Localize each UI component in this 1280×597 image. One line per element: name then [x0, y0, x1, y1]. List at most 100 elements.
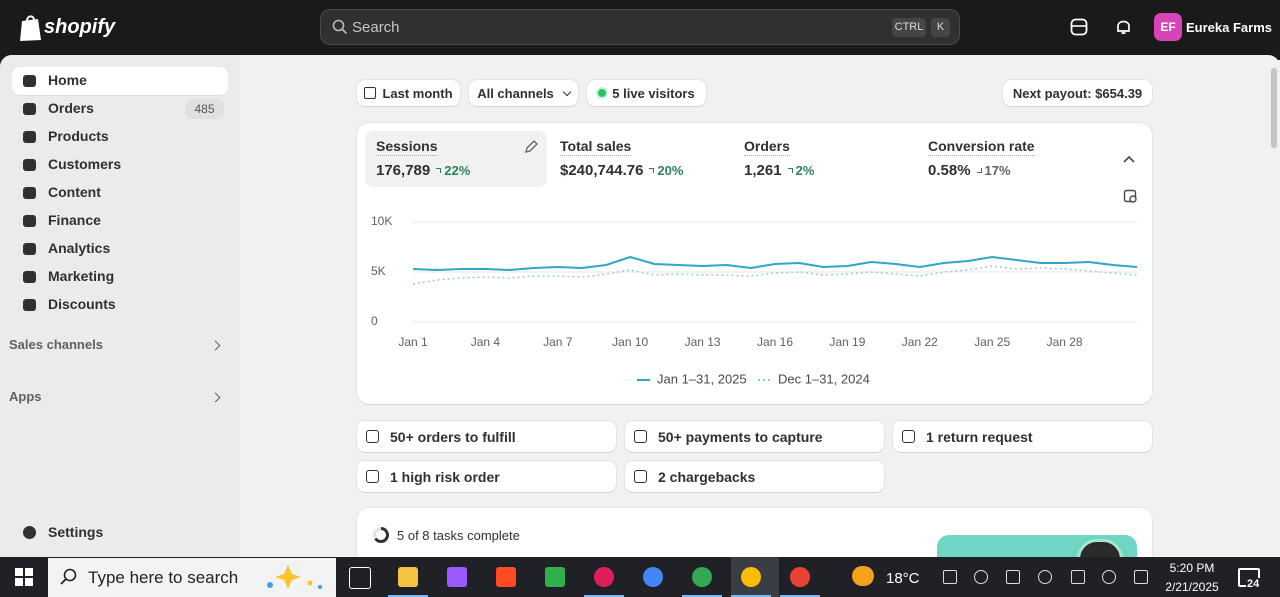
x-tick-label: Jan 16	[757, 335, 793, 349]
action-icon	[634, 430, 647, 443]
sidebar-section[interactable]: Apps	[9, 389, 42, 404]
taskbar-app[interactable]	[398, 567, 418, 587]
action-icon	[366, 430, 379, 443]
action-button[interactable]: 50+ orders to fulfill	[357, 421, 616, 452]
nav-item[interactable]: Products	[48, 128, 109, 144]
sessions-chart: 0 5K 10K Jan 1 Jan 4 Jan 7 Jan 10 Jan 13 Jan 16 J…	[371, 214, 1138, 386]
collapse-icon[interactable]	[1122, 153, 1136, 165]
search-highlight	[267, 565, 322, 589]
toolbar-button[interactable]: All channels	[469, 80, 578, 106]
tray-icon[interactable]	[943, 570, 957, 584]
action-button[interactable]: 1 return request	[893, 421, 1152, 452]
avatar[interactable]: EF	[1154, 13, 1182, 41]
metric-label[interactable]: Total sales	[560, 138, 632, 156]
edit-icon[interactable]	[524, 139, 539, 154]
metric-row: $240,744.76 20%	[560, 162, 683, 179]
app-indicator	[731, 595, 771, 597]
toolbar-label: Next payout: $654.39	[1012, 85, 1143, 101]
metric-label[interactable]: Conversion rate	[928, 138, 1035, 156]
nav-item[interactable]: Content	[48, 184, 101, 200]
nav-item[interactable]: Discounts	[48, 296, 116, 312]
series-line	[412, 256, 1138, 271]
trend-arrow	[649, 168, 655, 173]
scroll-thumb[interactable]	[1271, 68, 1277, 148]
taskbar-app[interactable]	[447, 567, 467, 587]
sidebar	[0, 55, 240, 557]
nav-item[interactable]: Marketing	[48, 268, 115, 284]
taskbar-app[interactable]	[643, 567, 663, 587]
nav-item[interactable]: Analytics	[48, 240, 111, 256]
action-button[interactable]: 50+ payments to capture	[625, 421, 884, 452]
progress-ring	[373, 527, 389, 543]
app-indicator	[780, 595, 820, 597]
nav-active-bg[interactable]	[12, 67, 228, 95]
notification-count[interactable]: 24	[1246, 578, 1261, 590]
metric-value: 0.58%	[928, 162, 971, 179]
taskbar-app[interactable]	[545, 567, 565, 587]
nav-icon	[23, 271, 36, 283]
store-name[interactable]: Eureka Farms	[1186, 20, 1272, 35]
metric-change: 2%	[787, 163, 814, 178]
live-dot	[598, 89, 607, 97]
nav-icon	[23, 187, 36, 199]
action-label: 1 high risk order	[390, 468, 500, 485]
app-indicator	[388, 595, 428, 597]
nav-item[interactable]: Customers	[48, 156, 122, 172]
taskbar-app[interactable]	[790, 567, 810, 587]
tray-icon[interactable]	[1071, 570, 1085, 584]
x-tick-label: Jan 10	[612, 335, 648, 349]
toolbar-button[interactable]: 5 live visitors	[587, 80, 706, 106]
metric-row: 176,789 22%	[376, 162, 470, 179]
taskbar-app[interactable]	[692, 567, 712, 587]
taskbar-app[interactable]	[741, 567, 761, 587]
metric-row: 0.58% 17%	[928, 162, 1011, 179]
sidebar-section[interactable]: Sales channels	[9, 337, 103, 352]
action-icon	[366, 470, 379, 483]
metric-label[interactable]: Orders	[744, 138, 790, 156]
action-button[interactable]: 2 chargebacks	[625, 461, 884, 492]
toolbar-button[interactable]: Next payout: $654.39	[1003, 80, 1152, 106]
nav-item[interactable]: Settings	[48, 524, 104, 540]
x-tick-label: Jan 7	[543, 335, 573, 349]
trend-arrow	[787, 168, 793, 173]
metric-row: 1,261 2%	[744, 162, 814, 179]
x-tick-label: Jan 13	[685, 335, 721, 349]
chart-settings-icon[interactable]	[1123, 189, 1139, 205]
tray-icon[interactable]	[1006, 570, 1020, 584]
kbd: CTRL	[892, 18, 926, 37]
metric-selected[interactable]	[365, 131, 547, 187]
nav-item[interactable]: Finance	[48, 212, 101, 228]
series-line	[412, 265, 1138, 285]
nav-icon	[23, 159, 36, 171]
nav-item[interactable]: Orders	[48, 100, 94, 116]
taskbar-app[interactable]	[349, 567, 371, 589]
taskbar-app[interactable]	[496, 567, 516, 587]
nav-item[interactable]: Home	[48, 72, 87, 88]
tray-icon[interactable]	[1102, 570, 1116, 584]
metric-label[interactable]: Sessions	[376, 138, 438, 156]
x-tick-label: Jan 1	[398, 335, 428, 349]
toolbar-button[interactable]: Last month	[357, 80, 460, 106]
clock-time[interactable]: 5:20 PM	[1169, 561, 1215, 575]
nav-icon	[23, 215, 36, 227]
action-button[interactable]: 1 high risk order	[357, 461, 616, 492]
action-icon	[634, 470, 647, 483]
shopify-logo[interactable]	[18, 14, 44, 42]
taskbar-app[interactable]	[594, 567, 614, 587]
tray-icon[interactable]	[1038, 570, 1052, 584]
start-button[interactable]	[15, 568, 33, 586]
tray-icon[interactable]	[974, 570, 988, 584]
store-icon[interactable]	[1070, 18, 1088, 36]
tray-icon[interactable]	[1134, 570, 1148, 584]
metric-change: 22%	[436, 163, 470, 178]
bell-icon[interactable]	[1115, 18, 1132, 36]
weather-temp[interactable]: 18°C	[886, 570, 920, 587]
metric-value: $240,744.76	[560, 162, 644, 179]
search-box[interactable]	[320, 9, 960, 45]
brand[interactable]: shopify	[44, 16, 116, 38]
clock-date[interactable]: 2/21/2025	[1165, 580, 1219, 594]
x-tick-label: Jan 25	[974, 335, 1010, 349]
y-tick-label: 10K	[371, 214, 392, 228]
weather-icon[interactable]	[852, 566, 874, 586]
